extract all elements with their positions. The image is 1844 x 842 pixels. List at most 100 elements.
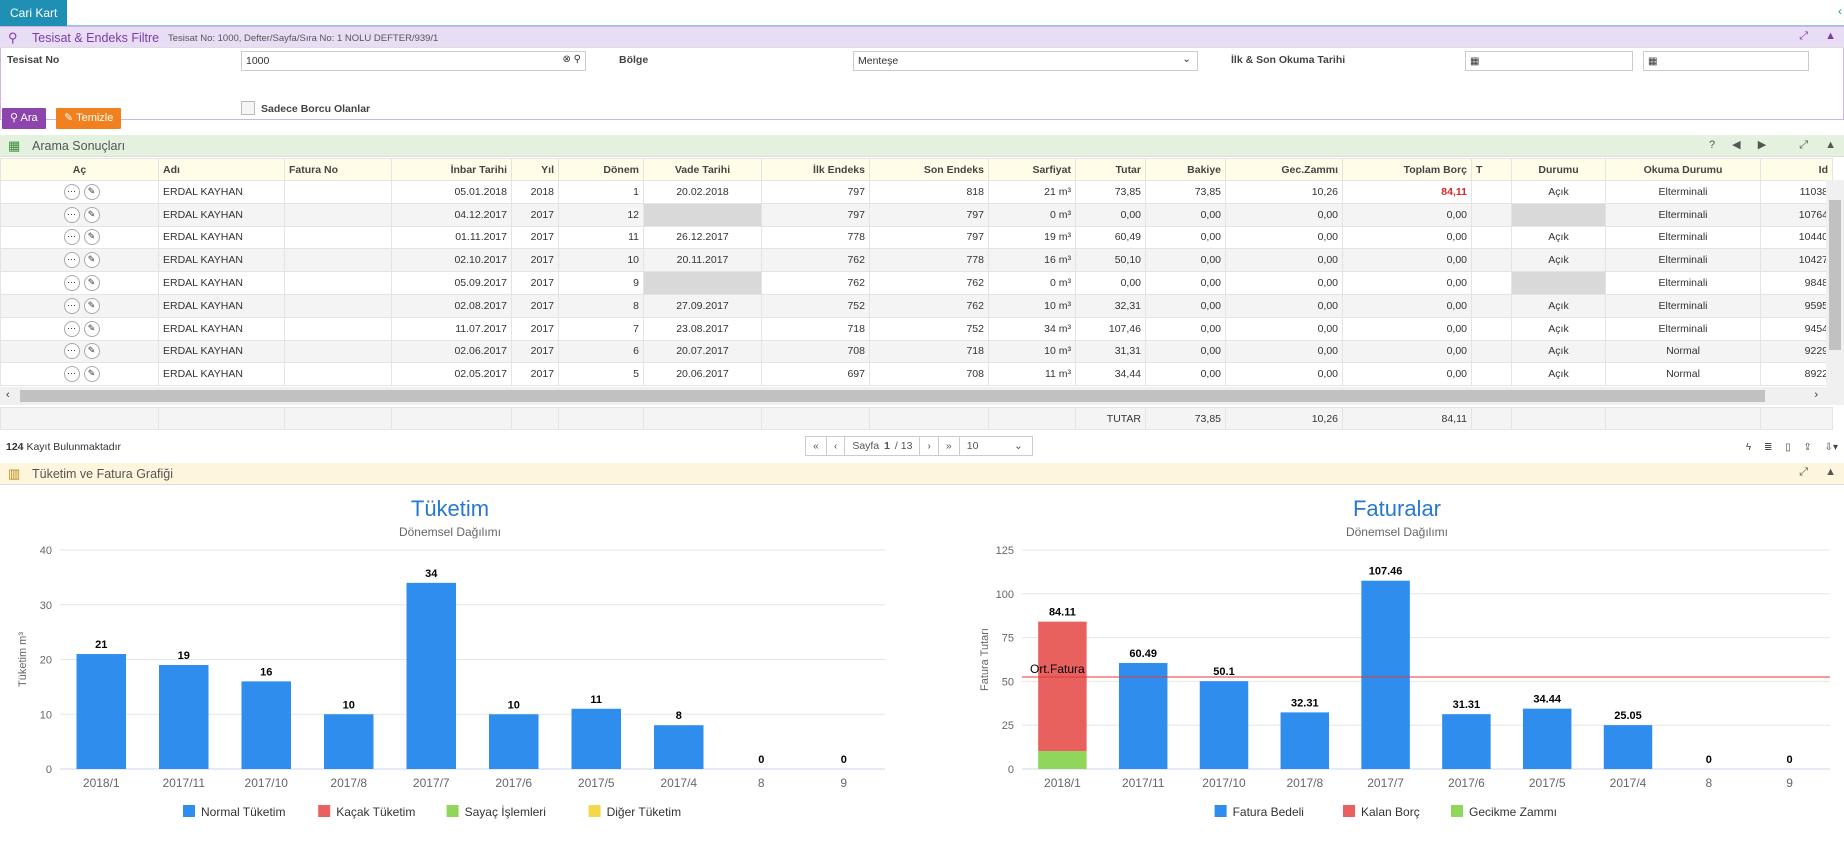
expand-icon[interactable]: ⤢ (1799, 139, 1809, 151)
table-row[interactable]: ⋯ ✎ ERDAL KAYHAN 02.05.2017 2017 5 20.06.2017 6… (0, 362, 1833, 387)
expand-icon[interactable]: ⤢ (1799, 466, 1809, 478)
upload-icon[interactable]: ⇪ (1803, 442, 1812, 453)
tab-cari-kart[interactable]: Cari Kart (0, 0, 68, 26)
collapse-icon[interactable]: ‹ (1838, 4, 1842, 18)
wrench-icon[interactable]: ✎ (83, 275, 100, 292)
collapse-up-icon[interactable]: ▲ (1825, 30, 1836, 42)
scroll-thumb[interactable] (20, 390, 1765, 402)
table-row[interactable]: ⋯ ✎ ERDAL KAYHAN 11.07.2017 2017 7 23.08.2017 7… (0, 316, 1833, 341)
ara-button[interactable]: ⚲ Ara (2, 108, 46, 129)
table-cell: 718 (761, 316, 870, 341)
son-okuma-date[interactable]: ▦ (1643, 51, 1809, 71)
calendar-icon[interactable]: ▦ (1648, 56, 1658, 67)
wrench-icon[interactable]: ✎ (83, 229, 100, 246)
column-header[interactable]: Vade Tarihi (643, 158, 762, 181)
more-icon[interactable]: ⋯ (63, 275, 80, 292)
temizle-button[interactable]: ✎ Temizle (56, 108, 122, 129)
table-cell: 752 (869, 316, 989, 341)
table-cell: 05.09.2017 (391, 271, 512, 295)
table-row[interactable]: ⋯ ✎ ERDAL KAYHAN 01.11.2017 2017 11 26.12.2017… (0, 225, 1833, 250)
scroll-right-icon[interactable]: › (1814, 389, 1818, 401)
more-icon[interactable]: ⋯ (63, 320, 80, 337)
table-cell: 19 m³ (988, 225, 1076, 250)
table-row[interactable]: ⋯ ✎ ERDAL KAYHAN 02.10.2017 2017 10 20.11.2017… (0, 248, 1833, 273)
more-icon[interactable]: ⋯ (63, 252, 80, 269)
filter-tools: ⤢ ▲ (1785, 30, 1836, 43)
lightning-icon[interactable]: ϟ (1745, 442, 1752, 453)
prev-page-button[interactable]: ‹ (827, 437, 846, 455)
column-header[interactable]: Bakiye (1145, 158, 1226, 181)
first-page-button[interactable]: « (806, 437, 827, 455)
wrench-icon[interactable]: ✎ (83, 183, 100, 200)
database-icon[interactable]: ≣ (1763, 442, 1773, 453)
last-page-button[interactable]: » (939, 437, 960, 455)
more-icon[interactable]: ⋯ (63, 206, 80, 223)
wrench-icon[interactable]: ✎ (83, 320, 100, 337)
wrench-icon[interactable]: ✎ (83, 366, 100, 383)
wrench-icon[interactable]: ✎ (83, 206, 100, 223)
bar (1603, 725, 1653, 769)
table-row[interactable]: ⋯ ✎ ERDAL KAYHAN 02.08.2017 2017 8 27.09.2017 7… (0, 293, 1833, 318)
borclu-checkbox[interactable] (241, 101, 255, 115)
calendar-icon[interactable]: ▦ (1470, 56, 1480, 67)
more-icon[interactable]: ⋯ (63, 229, 80, 246)
page-number[interactable]: 1 (884, 440, 890, 452)
clear-search-icons[interactable]: ⊗ ⚲ (562, 54, 581, 65)
column-header[interactable]: T (1471, 158, 1512, 181)
column-header[interactable]: Toplam Borç (1342, 158, 1472, 181)
scroll-left-icon[interactable]: ‹ (6, 389, 10, 401)
tesisat-input[interactable]: 1000 ⊗ ⚲ (241, 51, 586, 71)
top-bar: Cari Kart ‹ (0, 0, 1844, 26)
table-row[interactable]: ⋯ ✎ ERDAL KAYHAN 05.09.2017 2017 9 762 762 0 m³ 0… (0, 271, 1833, 295)
totals-gec: 10,26 (1225, 407, 1343, 430)
table-row[interactable]: ⋯ ✎ ERDAL KAYHAN 05.01.2018 2018 1 20.02.2018 7… (0, 180, 1833, 204)
next-page-button[interactable]: › (920, 437, 939, 455)
column-header[interactable]: Fatura No (284, 158, 392, 181)
table-cell (284, 293, 392, 318)
column-header[interactable]: Adı (158, 158, 285, 181)
row-actions: ⋯ ✎ (0, 248, 159, 273)
download-icon[interactable]: ⇩▾ (1824, 442, 1838, 453)
more-icon[interactable]: ⋯ (63, 366, 80, 383)
column-header[interactable]: Son Endeks (869, 158, 989, 181)
bolge-select[interactable]: Menteşe ⌄ (853, 51, 1198, 71)
expand-icon[interactable]: ⤢ (1799, 30, 1809, 42)
legend-swatch (446, 805, 459, 817)
document-icon[interactable]: ▯ (1785, 442, 1791, 453)
chevron-down-icon: ⌄ (1013, 440, 1023, 452)
wrench-icon[interactable]: ✎ (83, 252, 100, 269)
collapse-up-icon[interactable]: ▲ (1825, 466, 1836, 478)
collapse-up-icon[interactable]: ▲ (1825, 139, 1836, 151)
column-header[interactable]: Tutar (1075, 158, 1146, 181)
more-icon[interactable]: ⋯ (63, 183, 80, 200)
column-header[interactable]: Okuma Durumu (1605, 158, 1761, 181)
wrench-icon[interactable]: ✎ (83, 343, 100, 360)
table-cell: 762 (761, 248, 870, 273)
column-header[interactable]: Sarfiyat (988, 158, 1076, 181)
column-header[interactable]: Gec.Zammı (1225, 158, 1343, 181)
column-header[interactable]: Dönem (558, 158, 644, 181)
column-header[interactable]: İnbar Tarihi (391, 158, 512, 181)
column-header[interactable]: Durumu (1511, 158, 1606, 181)
column-header[interactable]: Yıl (511, 158, 559, 181)
next-icon[interactable]: ▶ (1757, 139, 1767, 151)
help-icon[interactable]: ? (1708, 139, 1716, 151)
column-header[interactable]: Aç (0, 158, 159, 181)
table-cell: 797 (761, 202, 870, 227)
column-header[interactable]: Id (1760, 158, 1833, 181)
scroll-thumb[interactable] (1829, 200, 1841, 350)
wrench-icon[interactable]: ✎ (83, 297, 100, 314)
horizontal-scrollbar[interactable]: ‹ › (0, 387, 1844, 405)
bolge-value: Menteşe (858, 55, 899, 67)
prev-icon[interactable]: ◀ (1732, 139, 1741, 151)
page-size-select[interactable]: 10 ⌄ (960, 437, 1032, 455)
okuma-label: İlk & Son Okuma Tarihi (1231, 54, 1346, 66)
y-tick-label: 0 (1008, 764, 1014, 776)
table-row[interactable]: ⋯ ✎ ERDAL KAYHAN 02.06.2017 2017 6 20.07.2017 7… (0, 339, 1833, 364)
column-header[interactable]: İlk Endeks (761, 158, 870, 181)
more-icon[interactable]: ⋯ (63, 343, 80, 360)
ilk-okuma-date[interactable]: ▦ (1465, 51, 1633, 71)
vertical-scrollbar[interactable] (1826, 180, 1844, 387)
table-row[interactable]: ⋯ ✎ ERDAL KAYHAN 04.12.2017 2017 12 797 797 0 m³… (0, 202, 1833, 227)
more-icon[interactable]: ⋯ (63, 297, 80, 314)
